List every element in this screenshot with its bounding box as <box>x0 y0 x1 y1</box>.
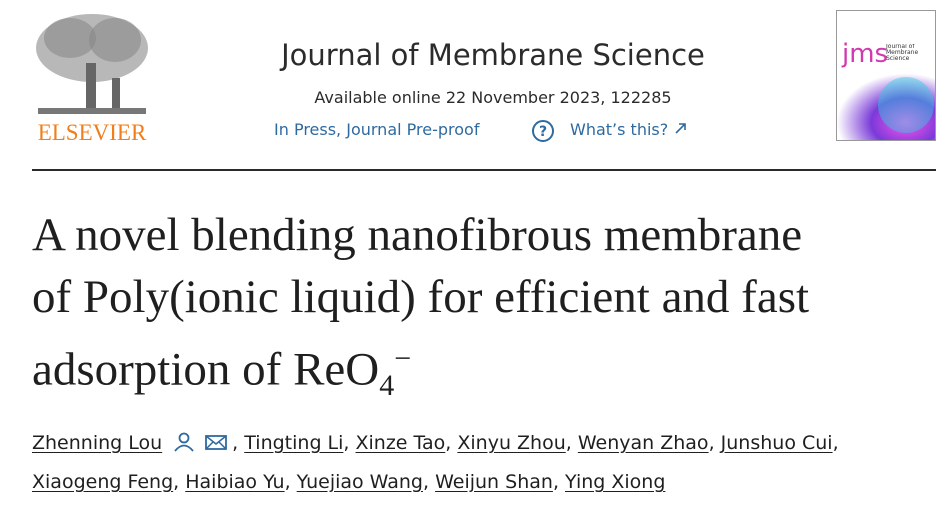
author-name[interactable]: Xinyu Zhou <box>457 432 566 454</box>
author-separator: , <box>445 432 452 454</box>
journal-title[interactable]: Journal of Membrane Science <box>281 38 705 72</box>
external-icon <box>675 123 687 134</box>
author-separator: , <box>173 471 180 493</box>
author-separator: , <box>343 432 350 454</box>
cover-journal: Journal of Membrane Science <box>886 44 919 62</box>
author-separator: , <box>232 432 239 454</box>
publisher-logo[interactable]: ELSEVIER <box>30 8 154 148</box>
author-name[interactable]: Zhenning Lou <box>32 432 163 454</box>
cover-abbr: jms <box>841 39 888 69</box>
title-superscript: − <box>394 342 412 375</box>
author-name[interactable]: Yuejiao Wang <box>296 471 423 493</box>
author-separator: , <box>565 432 572 454</box>
status-link[interactable]: In Press, Journal Pre-proof <box>274 120 480 139</box>
author-name[interactable]: Tingting Li <box>244 432 344 454</box>
availability: Available online 22 November 2023, 12228… <box>314 88 672 107</box>
author-list: Zhenning Lou, Tingting Li, Xinze Tao, Xi… <box>32 424 922 502</box>
author-name[interactable]: Ying Xiong <box>565 471 666 493</box>
author-name[interactable]: Xiaogeng Feng <box>32 471 174 493</box>
author-separator: , <box>284 471 291 493</box>
author-icons[interactable] <box>162 431 232 453</box>
journal-cover[interactable]: jms Journal of Membrane Science <box>836 10 936 141</box>
help-link[interactable]: What’s this? <box>570 120 687 139</box>
title-subscript: 4 <box>379 369 395 403</box>
article-title: A novel blending nanofibrous membrane of … <box>32 204 809 417</box>
divider <box>32 169 936 171</box>
author-name[interactable]: Xinze Tao <box>355 432 446 454</box>
title-line: of Poly(ionic liquid) for efficient and … <box>32 271 810 323</box>
author-separator: , <box>832 432 839 454</box>
svg-text:?: ? <box>539 124 547 140</box>
author-name[interactable]: Junshuo Cui <box>720 432 833 454</box>
author-name[interactable]: Weijun Shan <box>435 471 553 493</box>
author-separator: , <box>423 471 430 493</box>
help-text[interactable]: What’s this? <box>570 120 669 139</box>
title-line: A novel blending nanofibrous membrane <box>32 209 803 261</box>
author-separator: , <box>552 471 559 493</box>
publisher-name: ELSEVIER <box>38 120 147 145</box>
title-line: adsorption of ReO4− <box>32 342 412 403</box>
help-icon[interactable]: ? <box>531 119 555 143</box>
author-separator: , <box>708 432 715 454</box>
author-name[interactable]: Wenyan Zhao <box>577 432 709 454</box>
author-name[interactable]: Haibiao Yu <box>185 471 285 493</box>
